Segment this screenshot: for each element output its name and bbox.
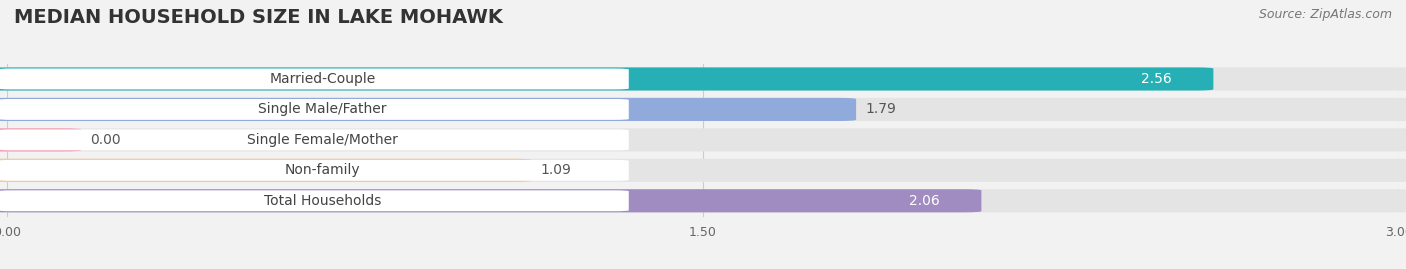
Text: Total Households: Total Households (264, 194, 381, 208)
FancyBboxPatch shape (0, 98, 1406, 121)
Text: Non-family: Non-family (285, 163, 360, 177)
FancyBboxPatch shape (0, 68, 1213, 91)
Text: 0.00: 0.00 (90, 133, 121, 147)
FancyBboxPatch shape (0, 189, 981, 212)
FancyBboxPatch shape (0, 129, 628, 150)
FancyBboxPatch shape (0, 68, 1406, 91)
FancyBboxPatch shape (0, 128, 82, 151)
FancyBboxPatch shape (0, 98, 856, 121)
Text: Source: ZipAtlas.com: Source: ZipAtlas.com (1258, 8, 1392, 21)
FancyBboxPatch shape (0, 159, 1406, 182)
Text: MEDIAN HOUSEHOLD SIZE IN LAKE MOHAWK: MEDIAN HOUSEHOLD SIZE IN LAKE MOHAWK (14, 8, 503, 27)
FancyBboxPatch shape (0, 189, 1406, 212)
Text: 2.56: 2.56 (1140, 72, 1171, 86)
FancyBboxPatch shape (0, 159, 531, 182)
Text: Single Female/Mother: Single Female/Mother (247, 133, 398, 147)
Text: 2.06: 2.06 (908, 194, 939, 208)
Text: Single Male/Father: Single Male/Father (259, 102, 387, 116)
FancyBboxPatch shape (0, 160, 628, 181)
FancyBboxPatch shape (0, 99, 628, 120)
Text: 1.09: 1.09 (541, 163, 571, 177)
FancyBboxPatch shape (0, 69, 628, 89)
Text: Married-Couple: Married-Couple (270, 72, 375, 86)
FancyBboxPatch shape (0, 190, 628, 211)
FancyBboxPatch shape (0, 128, 1406, 151)
Text: 1.79: 1.79 (866, 102, 896, 116)
